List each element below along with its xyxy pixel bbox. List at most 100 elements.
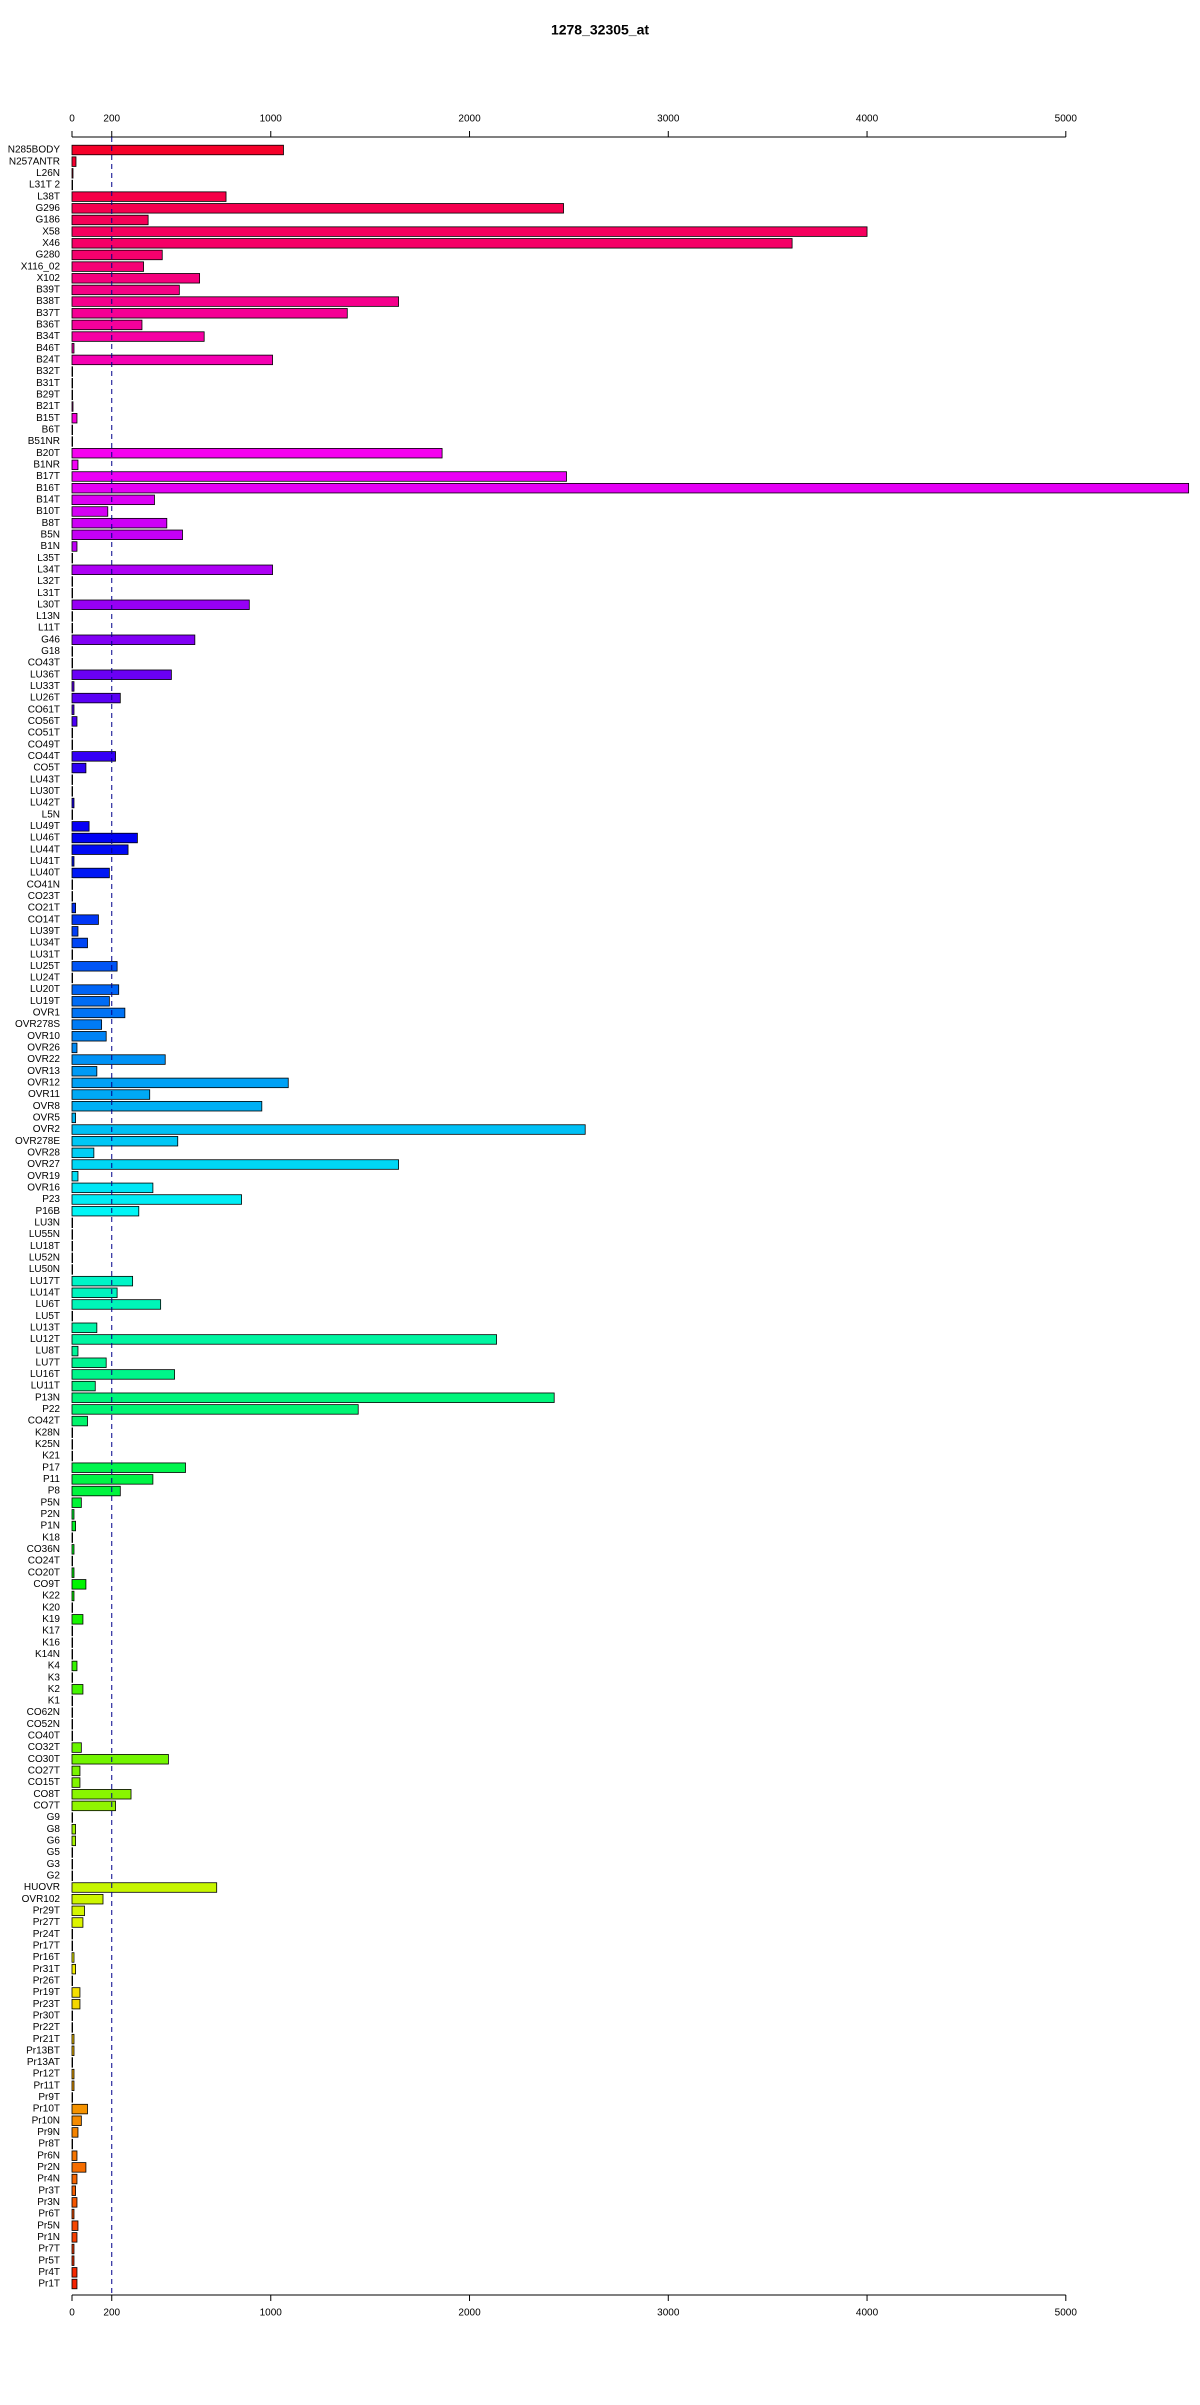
y-tick-label: OVR26 [27,1043,60,1054]
bar [71,319,143,331]
bar [71,1264,73,1275]
bar [71,471,567,482]
y-tick-label: L31T 2 [29,180,60,191]
y-tick-label: LU3N [34,1217,60,1228]
bar [71,401,74,412]
bar [71,1019,103,1030]
y-tick-label: P8 [48,1486,61,1497]
y-tick-label: LU34T [30,938,60,949]
y-tick-label: X102 [37,273,61,284]
y-tick-label: CO21T [28,903,60,914]
y-tick-label: Pr19T [33,1987,60,1998]
bar [71,2138,73,2150]
bar [71,226,868,237]
y-tick-label: HUOVR [24,1882,60,1893]
y-tick-label: G9 [47,1812,61,1823]
y-tick-label: Pr5T [38,2255,60,2266]
y-tick-label: Pr22T [33,2022,60,2033]
bar [71,1870,73,1882]
bar [71,1684,84,1695]
bar [71,587,73,599]
y-tick-label: B20T [36,448,60,459]
y-tick-label: LU36T [30,669,60,680]
y-tick-label: G5 [47,1847,61,1858]
y-tick-label: N257ANTR [9,156,60,167]
bar [71,762,87,774]
bar [71,844,129,855]
bar [71,704,75,715]
y-tick-label: K28N [35,1427,60,1438]
bar [71,494,155,506]
y-tick-label: B38T [36,296,60,307]
bar [71,308,348,319]
bar [71,2185,76,2196]
x-tick-label: 0 [69,2308,75,2319]
bar [71,599,250,610]
bar [71,331,205,342]
y-tick-label: CO27T [28,1766,60,1777]
bar [71,1905,85,1917]
bar [71,459,79,471]
bar [71,2045,75,2056]
y-tick-label: B1NR [33,459,60,470]
bar [71,2127,79,2138]
bar [71,2173,78,2185]
bar [71,1450,73,1462]
bar [71,1719,73,1730]
bar [71,1474,154,1485]
bar [71,634,196,645]
bar [71,1649,73,1660]
bar [71,1240,73,1252]
y-tick-label: CO40T [28,1731,60,1742]
y-tick-label: K4 [48,1661,61,1672]
bar [71,564,273,575]
bar [71,1509,75,1520]
y-tick-label: CO20T [28,1567,60,1578]
x-tick-label: 5000 [1055,2308,1078,2319]
bar [71,1147,95,1159]
bar [71,1520,76,1532]
bar [71,1007,126,1019]
bar [71,2057,73,2068]
bar [71,1987,81,1998]
y-tick-label: CO30T [28,1754,60,1765]
bar [71,1812,73,1823]
bar [71,1544,75,1555]
bar [71,2010,73,2021]
bar [71,506,109,517]
bar [71,1287,118,1298]
bar [71,926,79,937]
y-tick-label: P22 [42,1404,60,1415]
y-tick-label: Pr31T [33,1964,60,1975]
bar [71,1404,359,1415]
y-tick-label: LU20T [30,984,60,995]
bar [71,1322,98,1333]
bar [71,1357,107,1368]
bar [71,1952,75,1963]
y-tick-label: B37T [36,308,60,319]
y-tick-label: Pr29T [33,1905,60,1916]
x-tick-label: 3000 [657,114,680,125]
bar [71,1975,73,1986]
bar [71,273,201,284]
bar [71,191,227,202]
y-tick-label: LU7T [36,1357,60,1368]
y-tick-label: K16 [42,1637,60,1648]
bar [71,249,163,261]
y-tick-label: LU50N [29,1264,60,1275]
bar [71,774,73,785]
y-tick-label: Pr27T [33,1917,60,1928]
y-tick-label: K20 [42,1602,60,1613]
y-tick-label: G3 [47,1859,61,1870]
y-tick-label: Pr23T [33,1999,60,2010]
y-tick-label: LU6T [36,1299,60,1310]
y-tick-label: Pr1N [37,2232,60,2243]
bar [71,541,78,552]
y-tick-label: CO62N [27,1707,60,1718]
y-tick-label: B32T [36,366,60,377]
y-tick-label: P5N [41,1497,60,1508]
bar [71,961,118,972]
y-tick-label: K3 [48,1672,61,1683]
y-tick-label: B8T [42,518,60,529]
bar [71,1893,104,1905]
